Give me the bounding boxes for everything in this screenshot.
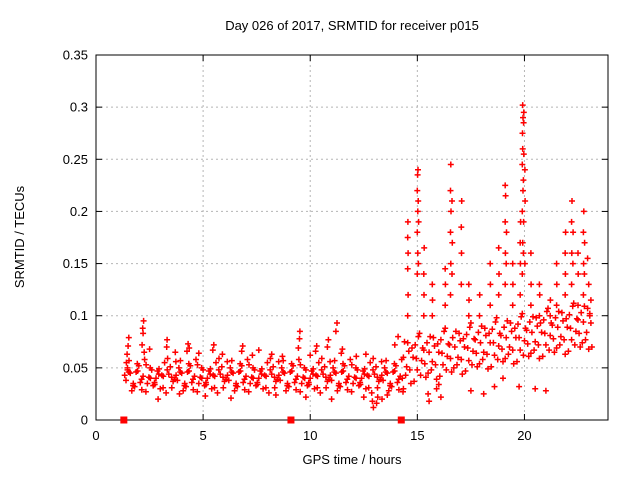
y-tick-label: 0.05 <box>63 360 88 375</box>
data-point-square <box>397 416 405 424</box>
data-points-srmtid <box>121 102 595 411</box>
x-tick-label: 10 <box>303 428 317 443</box>
y-axis-label: SRMTID / TECUs <box>12 185 27 289</box>
y-tick-label: 0.25 <box>63 152 88 167</box>
chart-title: Day 026 of 2017, SRMTID for receiver p01… <box>225 18 479 33</box>
x-tick-label: 15 <box>410 428 424 443</box>
y-tick-label: 0 <box>81 413 88 428</box>
y-tick-label: 0.35 <box>63 48 88 63</box>
x-tick-label: 0 <box>92 428 99 443</box>
x-tick-label: 5 <box>199 428 206 443</box>
x-tick-label: 20 <box>517 428 531 443</box>
x-axis-label: GPS time / hours <box>302 452 402 467</box>
y-tick-label: 0.3 <box>70 100 88 115</box>
y-tick-label: 0.15 <box>63 256 88 271</box>
y-tick-label: 0.1 <box>70 308 88 323</box>
plot-frame <box>95 54 609 421</box>
data-point-square <box>120 416 128 424</box>
y-tick-label: 0.2 <box>70 204 88 219</box>
data-point-square <box>287 416 295 424</box>
